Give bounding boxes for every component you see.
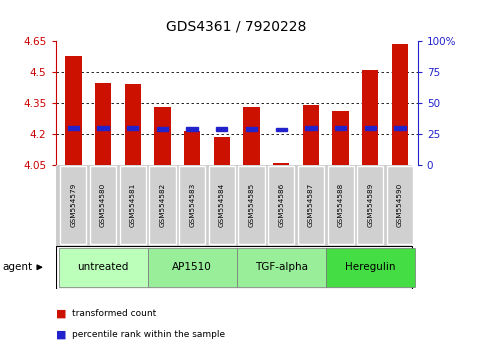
Text: ■: ■: [56, 308, 66, 318]
Bar: [213, 137, 230, 165]
Bar: [273, 163, 289, 165]
Text: percentile rank within the sample: percentile rank within the sample: [72, 330, 226, 339]
Bar: [243, 107, 260, 165]
Bar: [127, 126, 139, 130]
Bar: [362, 70, 379, 165]
Bar: [394, 126, 406, 130]
Bar: [216, 127, 227, 131]
Text: GSM554583: GSM554583: [189, 183, 195, 227]
Bar: [387, 166, 413, 244]
Bar: [209, 166, 235, 244]
Bar: [95, 83, 111, 165]
Text: GSM554585: GSM554585: [249, 183, 255, 227]
Bar: [392, 44, 408, 165]
Text: GSM554590: GSM554590: [397, 183, 403, 227]
Bar: [357, 166, 384, 244]
Bar: [327, 166, 354, 244]
Bar: [237, 248, 326, 287]
Bar: [305, 126, 316, 130]
Bar: [68, 126, 79, 130]
Text: untreated: untreated: [77, 262, 129, 272]
Text: GSM554588: GSM554588: [338, 183, 343, 227]
Text: TGF-alpha: TGF-alpha: [255, 262, 308, 272]
Bar: [239, 166, 265, 244]
Bar: [154, 107, 170, 165]
Bar: [120, 166, 146, 244]
Bar: [335, 126, 346, 130]
Text: transformed count: transformed count: [72, 309, 156, 318]
Text: GDS4361 / 7920228: GDS4361 / 7920228: [167, 19, 307, 34]
Bar: [326, 248, 415, 287]
Text: AP1510: AP1510: [172, 262, 212, 272]
Bar: [276, 128, 287, 131]
Bar: [125, 84, 141, 165]
Bar: [149, 166, 175, 244]
Text: agent: agent: [2, 262, 32, 272]
Text: GSM554581: GSM554581: [130, 183, 136, 227]
Text: ■: ■: [56, 330, 66, 339]
Bar: [365, 126, 376, 130]
Text: Heregulin: Heregulin: [345, 262, 396, 272]
Bar: [90, 166, 116, 244]
Bar: [303, 105, 319, 165]
Bar: [186, 127, 198, 131]
Text: GSM554579: GSM554579: [71, 183, 76, 227]
Bar: [157, 127, 168, 131]
Bar: [298, 166, 324, 244]
Bar: [246, 127, 257, 131]
Bar: [65, 56, 82, 165]
Bar: [60, 166, 86, 244]
Text: GSM554586: GSM554586: [278, 183, 284, 227]
Text: GSM554580: GSM554580: [100, 183, 106, 227]
Bar: [148, 248, 237, 287]
Text: GSM554584: GSM554584: [219, 183, 225, 227]
Text: GSM554582: GSM554582: [159, 183, 166, 227]
Bar: [268, 166, 294, 244]
Bar: [184, 131, 200, 165]
Bar: [58, 248, 148, 287]
Bar: [179, 166, 205, 244]
Text: GSM554589: GSM554589: [367, 183, 373, 227]
Bar: [98, 126, 109, 130]
Bar: [332, 111, 349, 165]
Text: GSM554587: GSM554587: [308, 183, 314, 227]
